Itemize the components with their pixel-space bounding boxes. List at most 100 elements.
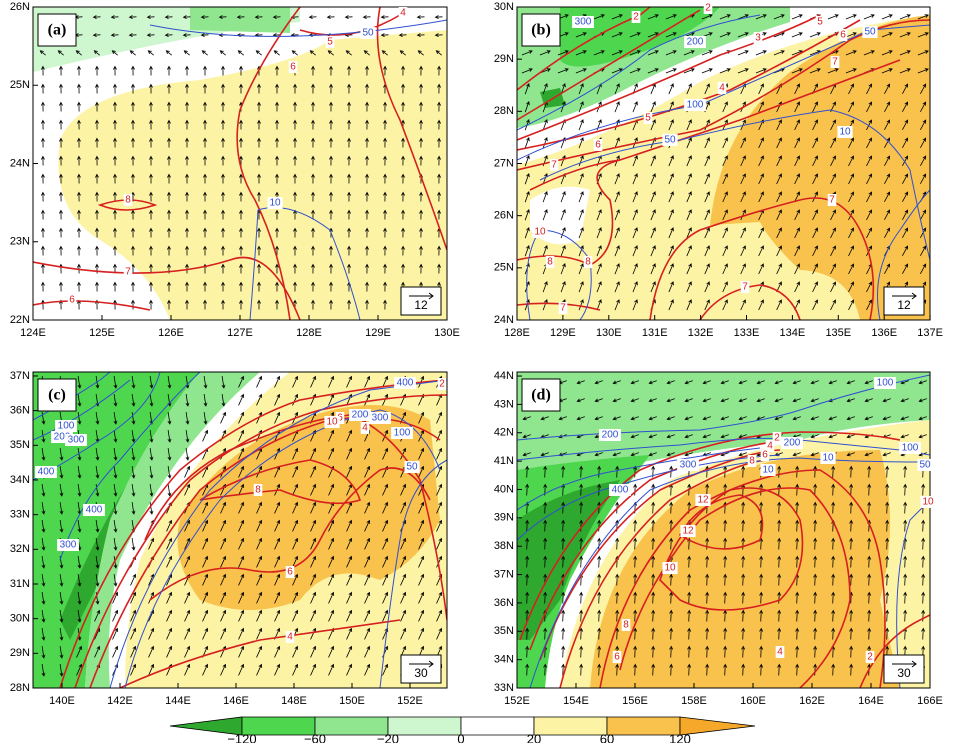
wind-vector: [347, 119, 351, 130]
wind-vector: [436, 429, 443, 442]
x-tick-label: 133E: [734, 327, 760, 339]
wind-vector: [740, 209, 746, 221]
wind-vector: [524, 245, 530, 257]
wind-vector: [59, 245, 63, 256]
wind-vector: [575, 68, 587, 74]
wind-vector: [41, 664, 46, 677]
wind-vector: [59, 466, 64, 479]
wind-vector: [578, 299, 584, 311]
wind-vector: [329, 299, 333, 310]
wind-vector: [722, 209, 728, 221]
wind-vector: [310, 447, 317, 460]
wind-vector: [347, 101, 351, 112]
wind-vector: [381, 50, 388, 56]
wind-vector: [401, 245, 405, 256]
wind-vector: [364, 501, 371, 514]
wind-vector: [614, 299, 620, 311]
wind-vector: [183, 50, 190, 56]
wind-vector: [722, 263, 728, 275]
wind-vector: [758, 137, 764, 149]
wind-vector: [846, 452, 855, 457]
wind-vector: [633, 663, 638, 676]
wind-vector: [238, 429, 245, 442]
wind-vector: [293, 191, 297, 202]
wind-vector: [650, 173, 656, 185]
wind-vector: [110, 15, 119, 19]
wind-vector: [578, 281, 584, 293]
wind-vector: [164, 33, 173, 37]
wind-vector: [614, 137, 620, 149]
wind-vector: [705, 483, 710, 496]
wind-vector: [777, 555, 782, 568]
contour-label-box: [325, 36, 335, 48]
wind-vector: [419, 83, 423, 94]
wind-vector: [794, 101, 800, 113]
wind-vector: [795, 501, 800, 514]
reference-vector-arrow: [409, 292, 434, 300]
wind-vector: [579, 483, 584, 496]
wind-vector: [615, 627, 620, 640]
wind-vector: [576, 398, 585, 403]
wind-vector: [364, 555, 371, 568]
wind-vector: [400, 573, 407, 586]
wind-vector: [902, 137, 909, 149]
wind-vector: [884, 173, 890, 185]
wind-vector: [238, 663, 245, 676]
wind-vector: [311, 299, 315, 310]
x-tick-label: 158E: [681, 695, 707, 707]
wind-vector: [202, 519, 209, 532]
wind-vector: [918, 380, 927, 385]
wind-vector: [77, 173, 81, 184]
wind-vector: [542, 281, 548, 293]
wind-vector: [578, 101, 584, 113]
wind-vector: [738, 452, 747, 457]
panel-label-box: [521, 378, 561, 412]
contour-label: 8: [125, 195, 131, 206]
wind-vector: [903, 555, 908, 568]
wind-vector: [615, 663, 620, 676]
wind-vector: [561, 591, 566, 604]
wind-vector: [239, 119, 243, 130]
wind-vector: [131, 484, 136, 497]
wind-vector: [651, 591, 656, 604]
wind-vector: [41, 83, 45, 94]
contour-label-box: [123, 266, 133, 278]
wind-vector: [776, 137, 782, 149]
wind-vector: [59, 65, 63, 76]
wind-vector: [525, 591, 530, 604]
y-tick-label: 25N: [10, 79, 30, 91]
contour-label-box: [631, 11, 641, 23]
reference-vector-arrow: [892, 292, 917, 300]
wind-vector: [902, 101, 909, 113]
wind-vector: [257, 137, 261, 148]
wind-vector: [77, 610, 82, 623]
wind-vector: [365, 227, 369, 238]
wind-vector: [400, 447, 407, 460]
wind-vector: [666, 398, 675, 403]
wind-vector: [615, 537, 620, 550]
wind-vector: [274, 375, 281, 388]
y-tick-label: 26N: [10, 1, 30, 13]
wind-vector: [77, 281, 81, 292]
wind-vector: [95, 173, 99, 184]
wind-vector: [542, 209, 548, 221]
wind-vector: [293, 227, 297, 238]
wind-vector: [203, 209, 207, 220]
wind-vector: [220, 591, 227, 604]
wind-vector: [364, 573, 371, 586]
wind-vector: [328, 375, 335, 388]
wind-vector: [202, 663, 209, 676]
wind-vector: [849, 645, 854, 658]
wind-vector: [704, 281, 710, 293]
wind-vector: [275, 83, 279, 94]
wind-vector: [95, 227, 99, 238]
wind-vector: [776, 263, 782, 275]
wind-vector: [41, 137, 45, 148]
wind-vector: [113, 538, 118, 551]
wind-vector: [759, 645, 764, 658]
wind-vector: [59, 155, 63, 166]
wind-vector: [221, 245, 225, 256]
wind-vector: [238, 465, 245, 478]
contour-label-box: [772, 432, 782, 444]
wind-vector: [129, 50, 136, 56]
